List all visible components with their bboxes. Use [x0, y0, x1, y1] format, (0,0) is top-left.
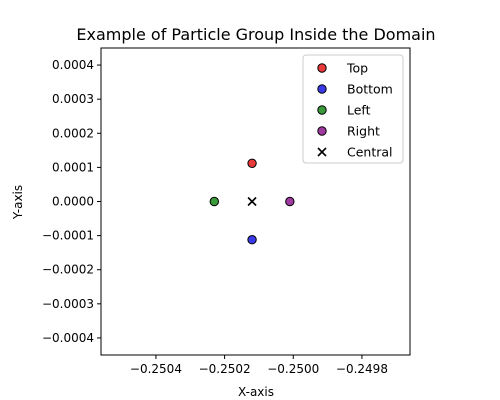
y-tick-label: −0.0001 — [42, 229, 94, 243]
legend: Top Bottom Left Right Central — [302, 54, 404, 164]
y-axis-title: Y-axis — [11, 185, 25, 220]
y-axis-ticks: 0.0004 0.0003 0.0002 0.0001 0.0000 −0.0001 −0.… — [42, 58, 101, 345]
y-tick-label: 0.0004 — [52, 58, 94, 72]
point-central-legend-marker — [317, 147, 327, 157]
point-right-legend-marker — [317, 126, 327, 136]
legend-label-bottom: Bottom — [347, 82, 393, 97]
x-tick-label: −0.2500 — [267, 362, 319, 376]
y-tick-label: −0.0004 — [42, 331, 94, 345]
point-bottom — [247, 235, 257, 245]
data-points — [209, 158, 295, 245]
point-top — [247, 158, 257, 168]
x-tick-label: −0.2502 — [199, 362, 251, 376]
y-tick-label: −0.0003 — [42, 297, 94, 311]
x-tick-label: −0.2498 — [336, 362, 388, 376]
point-bottom-legend-marker — [317, 84, 327, 94]
point-central — [247, 196, 257, 207]
y-tick-label: 0.0000 — [52, 195, 94, 209]
y-tick-label: 0.0003 — [52, 92, 94, 106]
legend-label-right: Right — [347, 124, 380, 139]
point-left — [209, 196, 220, 207]
legend-label-left: Left — [347, 103, 371, 118]
chart-title: Example of Particle Group Inside the Dom… — [76, 25, 435, 44]
x-axis-ticks: −0.2504 −0.2502 −0.2500 −0.2498 — [130, 355, 388, 376]
y-tick-label: 0.0002 — [52, 126, 94, 140]
x-axis-title: X-axis — [238, 385, 274, 399]
y-tick-label: 0.0001 — [52, 160, 94, 174]
x-tick-label: −0.2504 — [130, 362, 182, 376]
point-left-legend-marker — [317, 105, 327, 115]
point-top-legend-marker — [317, 63, 327, 73]
point-right — [285, 196, 295, 207]
legend-box — [302, 54, 404, 164]
y-tick-label: −0.0002 — [42, 263, 94, 277]
legend-label-top: Top — [346, 61, 368, 76]
legend-label-central: Central — [347, 145, 393, 160]
